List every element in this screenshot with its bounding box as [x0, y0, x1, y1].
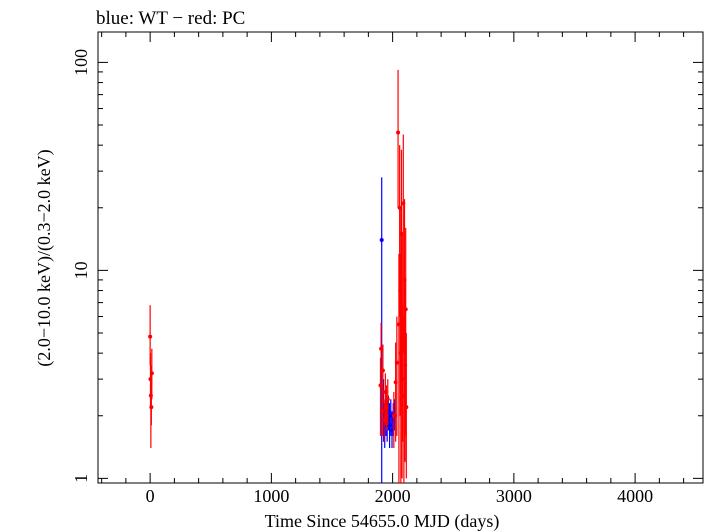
series-wt — [379, 177, 397, 483]
y-tick-label: 10 — [71, 261, 91, 279]
data-point — [394, 360, 399, 365]
data-point — [379, 237, 384, 242]
y-axis-label: (2.0−10.0 keV)/(0.3−2.0 keV) — [34, 149, 55, 366]
data-series — [148, 69, 409, 483]
data-point — [380, 409, 385, 414]
data-point — [391, 413, 396, 418]
data-point — [380, 368, 385, 373]
data-point — [404, 405, 409, 410]
x-tick-label: 2000 — [375, 486, 411, 506]
series-pc — [148, 69, 409, 483]
tick-labels: 0 1000 2000 3000 4000 1 10 100 — [71, 49, 653, 506]
y-tick-label: 1 — [71, 474, 91, 483]
x-tick-label: 3000 — [496, 486, 532, 506]
data-point — [385, 397, 390, 402]
data-point — [148, 334, 153, 339]
data-point — [403, 307, 408, 312]
x-tick-label: 0 — [146, 486, 155, 506]
chart-title: blue: WT − red: PC — [96, 8, 245, 29]
x-tick-label: 4000 — [617, 486, 653, 506]
y-tick-label: 100 — [71, 49, 91, 76]
data-point — [149, 405, 154, 410]
data-point — [396, 130, 401, 135]
x-axis-label: Time Since 54655.0 MJD (days) — [265, 511, 500, 532]
data-point — [149, 371, 154, 376]
data-point — [379, 346, 384, 351]
axis-ticks — [98, 32, 703, 483]
x-tick-label: 1000 — [253, 486, 289, 506]
